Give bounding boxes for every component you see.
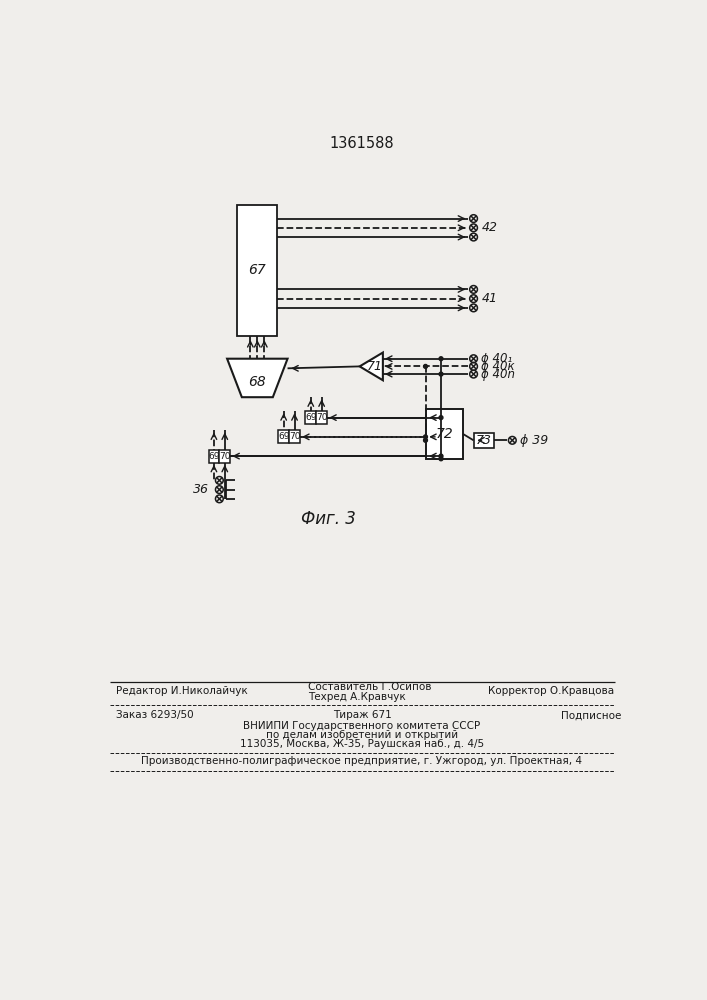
Circle shape — [423, 438, 428, 442]
Text: ϕ 39: ϕ 39 — [520, 434, 549, 447]
Text: 68: 68 — [248, 375, 267, 389]
Polygon shape — [227, 359, 288, 397]
Bar — [305, 411, 316, 424]
Text: 113035, Москва, Ж-35, Раушская наб., д. 4/5: 113035, Москва, Ж-35, Раушская наб., д. … — [240, 739, 484, 749]
Text: 72: 72 — [436, 427, 453, 441]
Text: 69: 69 — [305, 413, 317, 422]
Text: Техред А.Кравчук: Техред А.Кравчук — [308, 692, 405, 702]
Circle shape — [439, 357, 443, 361]
Text: 73: 73 — [476, 434, 491, 447]
Circle shape — [423, 435, 428, 439]
Text: ВНИИПИ Государственного комитета СССР: ВНИИПИ Государственного комитета СССР — [243, 721, 481, 731]
Bar — [316, 411, 327, 424]
Text: 70: 70 — [316, 413, 327, 422]
Bar — [209, 450, 219, 463]
Text: 71: 71 — [366, 360, 382, 373]
Text: ϕ 40₁: ϕ 40₁ — [481, 352, 513, 365]
Text: Тираж 671: Тираж 671 — [332, 710, 392, 720]
Text: 69: 69 — [278, 432, 289, 441]
Text: 36: 36 — [192, 483, 209, 496]
Text: 67: 67 — [248, 263, 267, 277]
Text: 70: 70 — [288, 432, 300, 441]
Circle shape — [439, 416, 443, 420]
Text: 1361588: 1361588 — [329, 136, 395, 151]
Text: 69: 69 — [208, 452, 220, 461]
Circle shape — [439, 457, 443, 461]
Polygon shape — [360, 353, 383, 380]
Bar — [219, 450, 230, 463]
Bar — [279, 430, 289, 443]
Text: Составитель Г.Осипов: Составитель Г.Осипов — [308, 682, 431, 692]
Text: Производственно-полиграфическое предприятие, г. Ужгород, ул. Проектная, 4: Производственно-полиграфическое предприя… — [141, 756, 583, 766]
Text: 41: 41 — [481, 292, 497, 305]
Text: ϕ 40n: ϕ 40n — [481, 368, 515, 381]
Circle shape — [439, 372, 443, 376]
Text: ϕ 40к: ϕ 40к — [481, 360, 515, 373]
Text: 70: 70 — [219, 452, 230, 461]
Text: 42: 42 — [481, 221, 497, 234]
Bar — [237, 205, 277, 336]
Text: Редактор И.Николайчук: Редактор И.Николайчук — [115, 686, 247, 696]
Bar — [474, 433, 493, 448]
Bar — [426, 409, 462, 459]
Text: Фиг. 3: Фиг. 3 — [301, 510, 356, 528]
Text: Подписное: Подписное — [561, 710, 621, 720]
Text: по делам изобретений и открытий: по делам изобретений и открытий — [266, 730, 458, 740]
Circle shape — [439, 454, 443, 458]
Text: Корректор О.Кравцова: Корректор О.Кравцова — [489, 686, 614, 696]
Bar — [289, 430, 300, 443]
Circle shape — [423, 364, 428, 368]
Text: Заказ 6293/50: Заказ 6293/50 — [115, 710, 193, 720]
